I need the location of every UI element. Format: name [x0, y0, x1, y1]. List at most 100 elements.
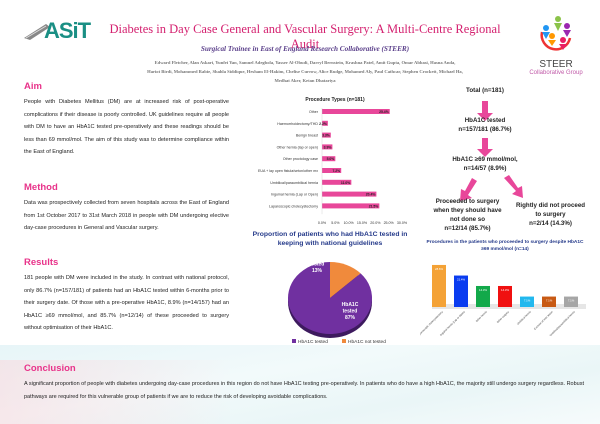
category-label: Inguinal hernia (Lap or Open): [439, 310, 466, 337]
authors-line: Medhat Aker, Ketan Dhatariya: [274, 78, 336, 83]
x-tick-label: 0.0%: [318, 221, 327, 224]
pie-label-tested: 87%: [345, 315, 356, 321]
bar: [432, 264, 446, 307]
results-heading: Results: [24, 257, 59, 268]
bar: [498, 285, 512, 307]
asit-logo: ASiT: [22, 18, 94, 44]
flow-not-proceeded: Rightly did not proceed to surgery n=2/1…: [508, 201, 593, 228]
steer-logo-group: Collaborative Group: [529, 70, 583, 76]
category-label: Inguinal hernia (Lap or Open): [271, 193, 318, 197]
legend-label: HbA1C tested: [298, 339, 328, 345]
steer-logo-name: STEER: [539, 59, 573, 70]
method-heading: Method: [24, 182, 58, 193]
x-tick-label: 30.0%: [397, 221, 408, 224]
bar: [476, 285, 490, 307]
pie-chart-title: Proportion of patients who had HbA1C tes…: [252, 231, 408, 247]
aim-text: People with Diabetes Mellitus (DM) are a…: [24, 99, 229, 155]
authors-line: Hariot Birdi, Mohammed Rabie, Shahla Sid…: [147, 69, 463, 74]
bar-value-label: 21.5%: [369, 204, 379, 208]
asit-logo-text: ASiT: [44, 18, 91, 43]
category-label: Laparoscopic cholecystectomy: [269, 204, 318, 208]
surgery-procedures-chart-title: Procedures in the patients who proceeded…: [426, 240, 584, 252]
bar-value-label: 14.3%: [479, 288, 487, 292]
pie-label-not-tested: HbA1C not: [304, 255, 330, 261]
flow-text: n=2/14 (14.3%): [529, 220, 572, 227]
flow-high-hba1c: HbA1C ≥69 mmol/mol, n=14/57 (8.9%): [435, 155, 535, 173]
bar-value-label: 3.3%: [322, 134, 330, 138]
bar: [322, 179, 352, 185]
flow-text: to surgery: [535, 211, 566, 218]
results-text: 181 people with DM were included in the …: [24, 275, 229, 331]
bar-value-label: 20.4%: [366, 193, 376, 197]
poster-subtitle: Surgical Trainee in East of England Rese…: [200, 45, 410, 53]
flow-proceeded: Proceeded to surgery when they should ha…: [425, 197, 510, 233]
down-arrow-icon: [477, 138, 493, 157]
flow-tested: HbA1C tested n=157/181 (86.7%): [440, 116, 530, 134]
x-tick-label: 5.0%: [331, 221, 340, 224]
bar: [322, 168, 342, 173]
conclusion-text: A significant proportion of people with …: [24, 381, 585, 400]
x-tick-label: 20.0%: [370, 221, 381, 224]
pie-label-not-tested: 13%: [312, 268, 323, 274]
down-arrow-icon: [477, 101, 493, 121]
bar: [322, 191, 377, 197]
conclusion-heading: Conclusion: [24, 363, 76, 374]
flow-text: not done so: [449, 216, 486, 223]
background-wash-pink: [0, 360, 230, 424]
legend-swatch: [342, 339, 346, 343]
flow-text: n=14/57 (8.9%): [463, 165, 507, 172]
bar-value-label: 28.6%: [435, 267, 443, 271]
flow-text: HbA1C tested: [464, 117, 506, 124]
category-label: Other: [309, 110, 319, 114]
pie-label-tested: tested: [343, 309, 358, 315]
category-label: Other proctology case: [283, 157, 318, 161]
method-text: Data was prospectively collected from se…: [24, 200, 229, 231]
category-label: Haemorrhoidectomy/THD: [277, 122, 318, 126]
procedure-chart-title: Procedure Types (n=181): [305, 97, 365, 103]
flow-text: when they should have: [433, 207, 502, 214]
bar-value-label: 21.4%: [457, 278, 465, 282]
bar-value-label: 2.2%: [319, 122, 327, 126]
flowchart-arrows: [460, 101, 523, 201]
surgery-procedures-chart: 28.6%Laparoscopic cholecystectomy21.4%In…: [420, 264, 586, 338]
bar-value-label: 25.4%: [379, 110, 389, 114]
x-tick-label: 10.0%: [344, 221, 355, 224]
bar-value-label: 7.1%: [546, 299, 553, 303]
bar: [454, 275, 468, 307]
flow-text: Rightly did not proceed: [515, 202, 586, 209]
category-label: Other hernia: [475, 309, 488, 322]
diagonal-arrow-icon: [460, 178, 477, 201]
pie-label-not-tested: tested: [310, 262, 325, 268]
flow-text: HbA1C ≥69 mmol/mol,: [452, 156, 518, 163]
poster-title: Diabetes in Day Case General and Vascula…: [109, 22, 501, 51]
category-label: Benign breast: [296, 134, 318, 138]
bar-value-label: 14.3%: [501, 288, 509, 292]
bar-value-label: 7.1%: [568, 299, 575, 303]
legend-label: HbA1C not tested: [348, 339, 386, 345]
bar: [322, 156, 336, 162]
bar: [322, 132, 331, 138]
pie-slice: [330, 262, 361, 298]
procedure-types-chart: Other 25.4% Haemorrhoidectomy/THD 2.2% Benig…: [258, 108, 408, 224]
authors-line: Edward Fletcher, Alan Askari, Yunfei Yan…: [154, 60, 456, 65]
category-label: Other surgery: [496, 309, 511, 324]
bar: [542, 296, 556, 307]
author-list: Edward Fletcher, Alan Askari, Yunfei Yan…: [95, 58, 515, 85]
flow-text: Proceeded to surgery: [435, 198, 500, 205]
category-label: Excision of skin lesion: [533, 309, 554, 330]
bar: [322, 203, 380, 209]
legend-swatch: [292, 339, 296, 343]
flow-text: n=12/14 (85.7%): [444, 225, 491, 232]
steer-logo: STEER Collaborative Group: [520, 14, 592, 76]
bar-value-label: 11.0%: [341, 181, 350, 185]
bar-value-label: 7.2%: [332, 169, 340, 173]
diagonal-arrow-icon: [504, 175, 523, 198]
aim-heading: Aim: [24, 81, 42, 92]
pie-slice: [288, 262, 372, 334]
pie-label-tested: HbA1C: [342, 302, 359, 308]
category-label: EUA + lay open fistula/seton/other mx: [258, 169, 318, 173]
flow-text: n=157/181 (86.7%): [458, 126, 512, 133]
x-tick-label: 25.0%: [384, 221, 395, 224]
bar-value-label: 3.9%: [324, 145, 332, 149]
